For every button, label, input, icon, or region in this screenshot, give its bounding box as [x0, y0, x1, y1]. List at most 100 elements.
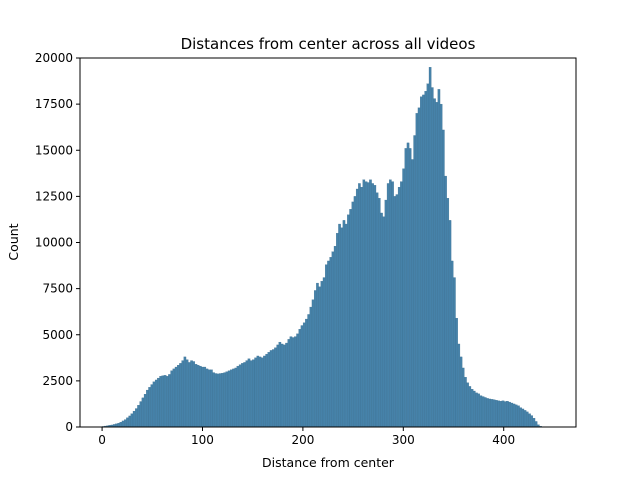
- histogram-bar: [237, 366, 239, 427]
- histogram-bar: [440, 104, 442, 427]
- histogram-bar: [385, 200, 387, 427]
- histogram-bar: [420, 97, 422, 427]
- histogram-bar: [394, 196, 396, 427]
- histogram-bar: [248, 359, 250, 427]
- histogram-bar: [515, 405, 517, 427]
- histogram-bar: [482, 397, 484, 427]
- histogram-bar: [164, 375, 166, 427]
- y-tick-label: 0: [65, 420, 73, 434]
- histogram-bar: [480, 396, 482, 427]
- histogram-bar: [173, 369, 175, 427]
- histogram-bar: [416, 113, 418, 427]
- histogram-bar: [429, 67, 431, 427]
- histogram-bar: [140, 402, 142, 427]
- histogram-bar: [500, 401, 502, 427]
- histogram-bar: [464, 377, 466, 427]
- histogram-bar: [206, 369, 208, 427]
- histogram-bar: [511, 403, 513, 427]
- histogram-bar: [334, 246, 336, 427]
- histogram-bar: [323, 278, 325, 427]
- histogram-bar: [405, 148, 407, 427]
- histogram-bar: [374, 185, 376, 427]
- histogram-bar: [250, 361, 252, 427]
- histogram-bar: [345, 224, 347, 427]
- histogram-bar: [204, 367, 206, 427]
- histogram-bar: [190, 361, 192, 427]
- histogram-bar: [471, 389, 473, 427]
- histogram-bar: [221, 373, 223, 427]
- histogram-bar: [301, 326, 303, 427]
- histogram-bar: [175, 367, 177, 427]
- histogram-bar: [193, 362, 195, 428]
- histogram-bar: [146, 390, 148, 427]
- histogram-bar: [533, 418, 535, 427]
- histogram-bar: [372, 183, 374, 427]
- histogram-bar: [148, 387, 150, 427]
- histogram-bar: [438, 89, 440, 427]
- histogram-bar: [367, 183, 369, 427]
- histogram-bar: [228, 371, 230, 427]
- histogram-bar: [436, 102, 438, 427]
- histogram-bar: [305, 319, 307, 427]
- y-tick-label: 20000: [35, 51, 73, 65]
- histogram-bar: [151, 385, 153, 427]
- histogram-bar: [431, 88, 433, 427]
- histogram-bar: [467, 383, 469, 427]
- histogram-bar: [520, 408, 522, 427]
- histogram-bar: [387, 183, 389, 427]
- histogram-bar: [442, 130, 444, 427]
- histogram-bar: [411, 159, 413, 427]
- histogram-bar: [356, 189, 358, 427]
- histogram-bar: [157, 378, 159, 427]
- histogram-bar: [261, 358, 263, 427]
- histogram-bar: [310, 307, 312, 427]
- histogram-bar: [475, 393, 477, 427]
- histogram-bar: [403, 169, 405, 427]
- histogram-bar: [491, 399, 493, 427]
- histogram-bar: [338, 224, 340, 427]
- histogram-bar: [469, 386, 471, 427]
- histogram-bar: [347, 215, 349, 427]
- y-tick-label: 15000: [35, 143, 73, 157]
- histogram-bar: [486, 398, 488, 427]
- y-tick-label: 10000: [35, 236, 73, 250]
- histogram-bar: [460, 357, 462, 427]
- x-tick-label: 100: [191, 433, 214, 447]
- histogram-bar: [458, 344, 460, 427]
- histogram-bar: [299, 329, 301, 427]
- histogram-bar: [277, 345, 279, 427]
- x-tick-label: 200: [291, 433, 314, 447]
- histogram-bar: [522, 409, 524, 427]
- histogram-bar: [268, 352, 270, 427]
- histogram-bar: [321, 281, 323, 427]
- histogram-bar: [528, 414, 530, 427]
- histogram-bar: [292, 338, 294, 427]
- histogram-bar: [352, 202, 354, 427]
- histogram-bar: [294, 337, 296, 427]
- histogram-bar: [341, 228, 343, 427]
- histogram-bar: [285, 343, 287, 427]
- histogram-bar: [124, 420, 126, 427]
- histogram-bar: [177, 365, 179, 427]
- histogram-bar: [215, 374, 217, 428]
- histogram-bar: [502, 401, 504, 427]
- histogram-bar: [162, 376, 164, 427]
- histogram-bar: [363, 180, 365, 427]
- histogram-bar: [182, 361, 184, 427]
- histogram-bar: [246, 361, 248, 427]
- histogram-bar: [354, 196, 356, 427]
- histogram-bar: [316, 283, 318, 427]
- histogram-bar: [171, 371, 173, 427]
- histogram-bar: [118, 423, 120, 427]
- histogram-bar: [332, 252, 334, 427]
- histogram-bar: [257, 356, 259, 427]
- histogram-bar: [224, 373, 226, 427]
- histogram-bar: [186, 360, 188, 427]
- histogram-bar: [319, 287, 321, 427]
- histogram-bar: [462, 368, 464, 427]
- histogram-bar: [126, 418, 128, 427]
- histogram-bar: [478, 394, 480, 427]
- histogram-bar: [327, 261, 329, 427]
- histogram-bar: [129, 416, 131, 427]
